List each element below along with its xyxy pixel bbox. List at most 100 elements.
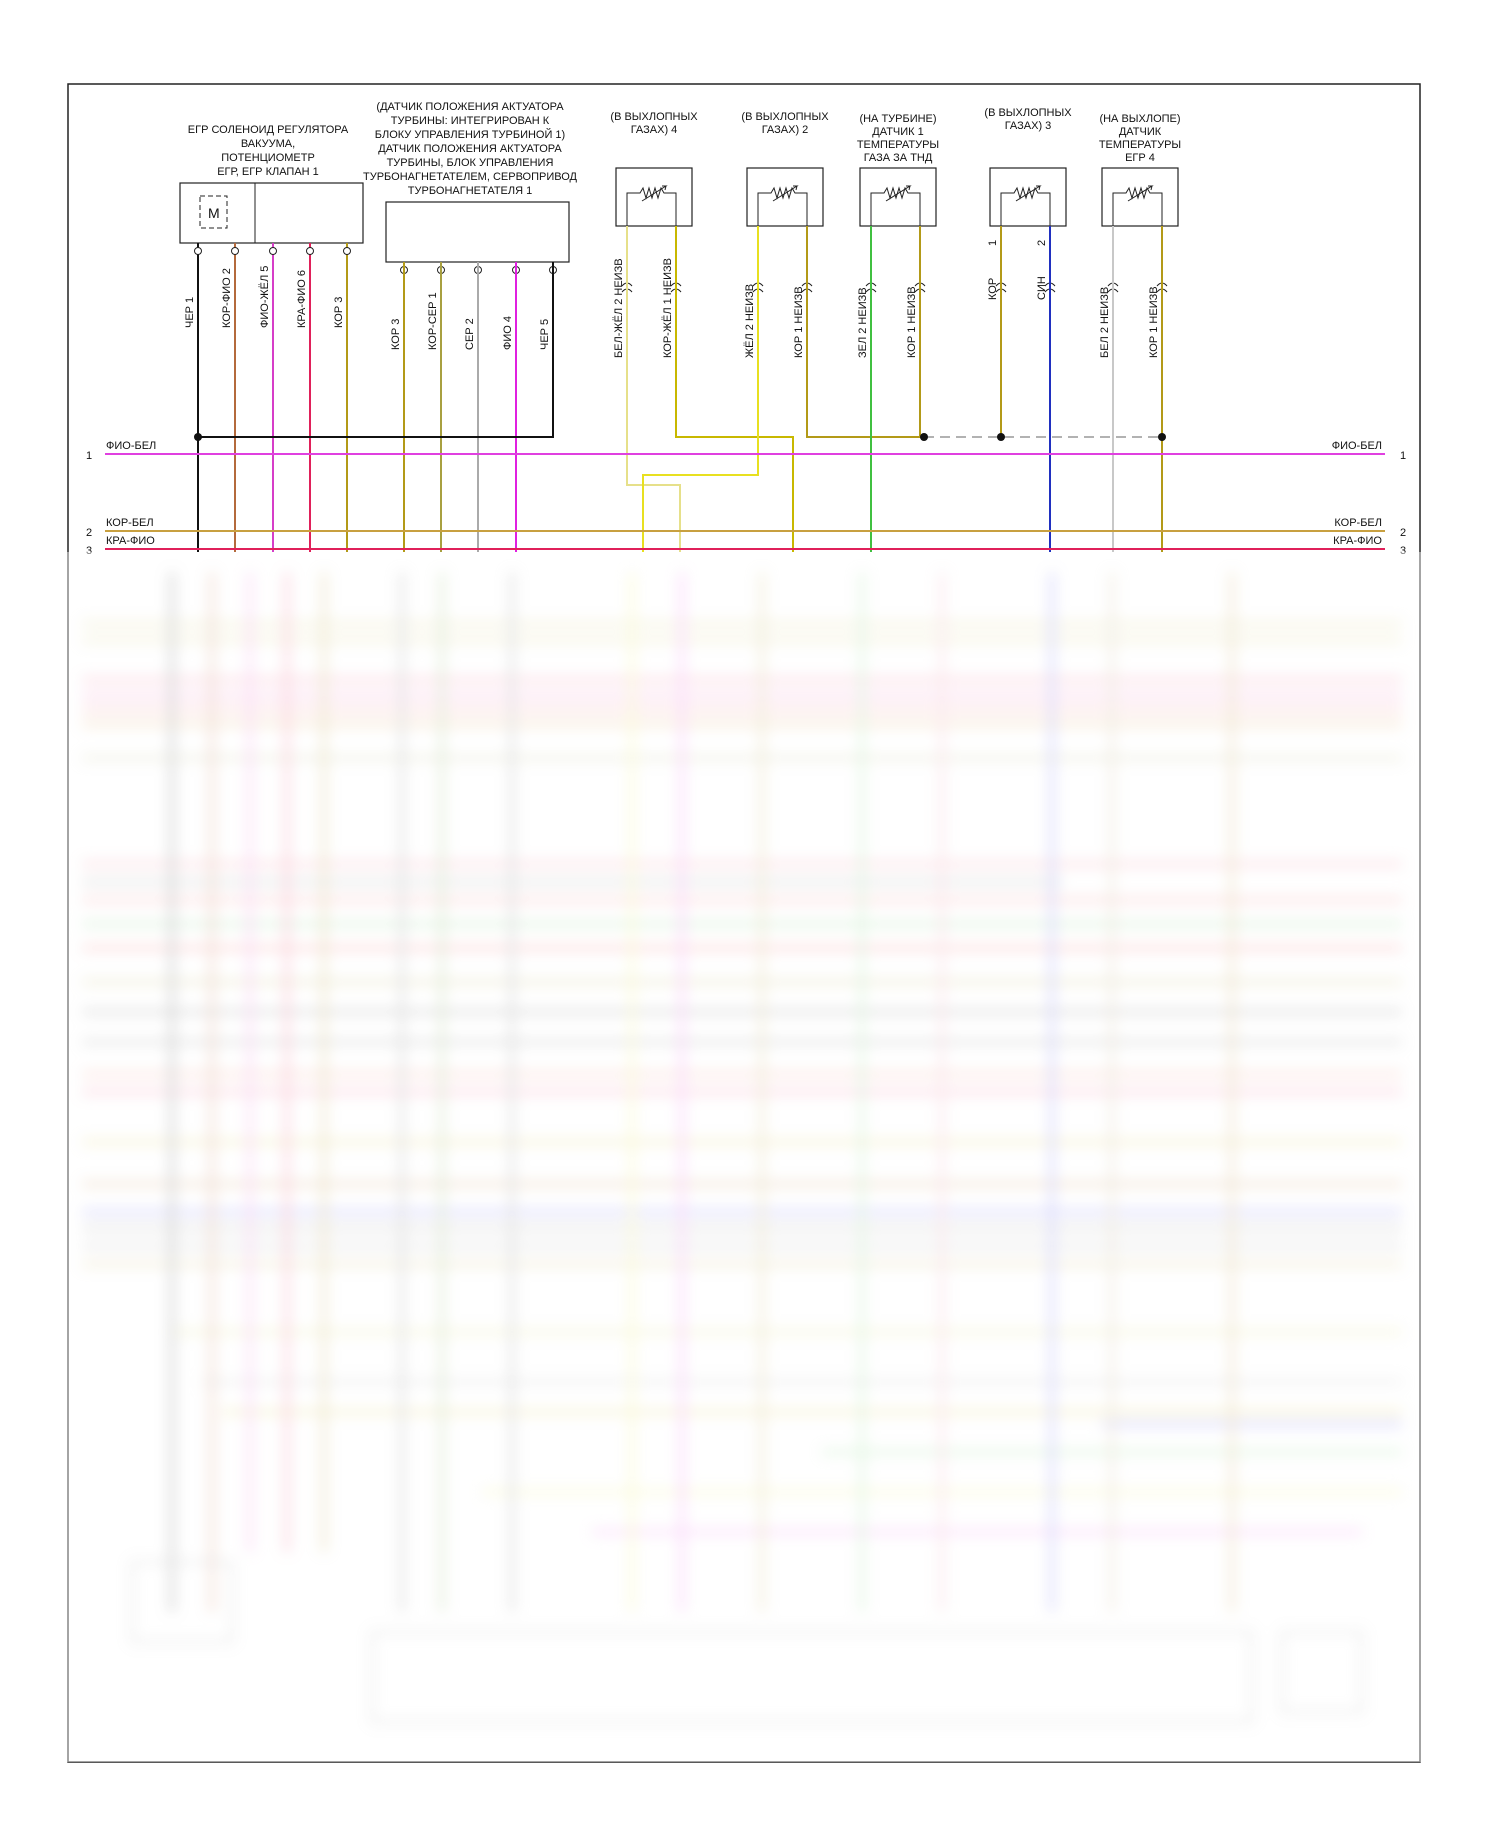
thermistor-icon (870, 186, 921, 226)
motor-icon (199, 195, 228, 229)
turbo-title-line-5: ТУРБИНЫ, БЛОК УПРАВЛЕНИЯ (387, 157, 554, 169)
sensor-5-box (1101, 167, 1179, 227)
sensor-1-title-line-2: ГАЗАХ) 4 (631, 124, 678, 136)
egr-pin-terminal (269, 247, 277, 255)
thermistor-arrow-icon (1015, 185, 1042, 202)
egr-pin-label-2: КОР-ФИО 2 (221, 268, 233, 328)
egr-title-line-3: ПОТЕНЦИОМЕТР (221, 152, 315, 164)
turbo-title-line-7: ТУРБОНАГНЕТАТЕЛЯ 1 (408, 185, 532, 197)
turbo-pin-label-3: СЕР 2 (464, 318, 476, 350)
sensor-2-pin-label-2: КОР 1 НЕИЗВ (793, 286, 805, 358)
thermistor-arrow-icon (885, 185, 912, 202)
thermistor-icon (1000, 186, 1051, 226)
sensor4-wire-1 (675, 226, 794, 552)
sensor2-wire-2 (642, 226, 759, 552)
bus-label-left-2: КОР-БЕЛ (106, 517, 154, 529)
bus-num-right-1: 1 (1400, 450, 1406, 462)
wire-layer (194, 226, 1166, 552)
sensor-3-title-line-2: ДАТЧИК 1 (872, 126, 923, 138)
turbo-title-line-6: ТУРБОНАГНЕТАТЕЛЕМ, СЕРВОПРИВОД (363, 171, 578, 183)
sensor-5-pin-label-1: БЕЛ 2 НЕИЗВ (1099, 287, 1111, 358)
sensor-4-pin-num-2: 2 (1036, 240, 1048, 246)
sensor-1-title-line-1: (В ВЫХЛОПНЫХ (610, 111, 698, 123)
sensor-5-title-line-2: ДАТЧИК (1119, 126, 1162, 138)
sensor-3-title-line-3: ТЕМПЕРАТУРЫ (857, 139, 939, 151)
thermistor-icon (757, 186, 808, 226)
sensor-junction-1 (920, 433, 928, 441)
blurred-lower-section (62, 552, 1422, 1762)
bus-label-left-1: ФИО-БЕЛ (106, 440, 156, 452)
thermistor-icon (626, 186, 677, 226)
turbo-box (385, 201, 570, 263)
thermistor-arrow-icon (641, 185, 668, 202)
turbo-title-line-1: (ДАТЧИК ПОЛОЖЕНИЯ АКТУАТОРА (376, 101, 564, 113)
sensor-1-pin-label-2: КОР-ЖЁЛ 1 НЕИЗВ (662, 258, 674, 358)
sensor-4-title-line-2: ГАЗАХ) 3 (1005, 120, 1052, 132)
sensor-3-pin-label-1: ЗЕЛ 2 НЕИЗВ (857, 287, 869, 358)
sensor-3-title-line-4: ГАЗА ЗА ТНД (864, 152, 933, 164)
turbo-pin-label-5: ЧЕР 5 (539, 319, 551, 350)
sensor-4-box (989, 167, 1067, 227)
motor-symbol: M (208, 205, 220, 221)
bus-num-right-2: 2 (1400, 527, 1406, 539)
sensor2-wire-1 (806, 226, 924, 438)
turbo-pin-label-2: КОР-СЕР 1 (427, 292, 439, 350)
turbo-pin-label-4: ФИО 4 (502, 316, 514, 350)
sensor-4-pin-label-1: КОР (987, 278, 999, 300)
turbo-title-line-2: ТУРБИНЫ: ИНТЕГРИРОВАН К (391, 115, 550, 127)
sensor-3-title-line-1: (НА ТУРБИНЕ) (859, 113, 936, 125)
sensor-1-pin-label-1: БЕЛ-ЖЁЛ 2 НЕИЗВ (613, 258, 625, 358)
bus-num-left-2: 2 (86, 527, 92, 539)
sensor-2-title-line-2: ГАЗАХ) 2 (762, 124, 809, 136)
bus-num-right-3: 3 (1400, 545, 1406, 557)
thermistor-icon (1112, 186, 1163, 226)
turbo-title-line-3: БЛОКУ УПРАВЛЕНИЯ ТУРБИНОЙ 1) (375, 128, 565, 141)
bus-num-left-3: 3 (86, 545, 92, 557)
egr-pin-label-1: ЧЕР 1 (184, 297, 196, 328)
egr-pin-terminal (306, 247, 314, 255)
thermistor-arrow-icon (772, 185, 799, 202)
egr-component: ЕГР СОЛЕНОИД РЕГУЛЯТОРА ВАКУУМА, ПОТЕНЦИ… (179, 124, 364, 244)
diagram-frame (67, 83, 1421, 1763)
egr-pin-terminal (343, 247, 351, 255)
turbo-title-line-4: ДАТЧИК ПОЛОЖЕНИЯ АКТУАТОРА (378, 143, 562, 155)
sensor-junction-3 (1158, 433, 1166, 441)
blur-overlay (62, 552, 1422, 1762)
bus-label-right-3: КРА-ФИО (1333, 535, 1382, 547)
bus-num-left-1: 1 (86, 450, 92, 462)
sensor-5-pin-label-2: КОР 1 НЕИЗВ (1148, 286, 1160, 358)
sensor-5-title-line-3: ТЕМПЕРАТУРЫ (1099, 139, 1181, 151)
sensor4-wire-2 (626, 226, 681, 552)
egr-title-line-1: ЕГР СОЛЕНОИД РЕГУЛЯТОРА (188, 124, 349, 136)
sensor-5-title-line-4: ЕГР 4 (1125, 152, 1155, 164)
egr-pin-label-5: КОР 3 (333, 297, 345, 328)
egr-pin-label-4: КРА-ФИО 6 (296, 270, 308, 328)
sensor-4-pin-label-2: СИН (1036, 276, 1048, 300)
egr-pin-terminal (194, 247, 202, 255)
bus-label-right-2: КОР-БЕЛ (1334, 517, 1382, 529)
sensor-2-box (746, 167, 824, 227)
ground-junction (194, 433, 202, 441)
thermistor-arrow-icon (1127, 185, 1154, 202)
egr-pin-terminal (231, 247, 239, 255)
sensor-5-title-line-1: (НА ВЫХЛОПЕ) (1099, 113, 1180, 125)
pin-label-layer: ЧЕР 1 КОР-ФИО 2 ФИО-ЖЁЛ 5 КРА-ФИО 6 КОР 3 КОР… (184, 240, 1160, 358)
egr-title-line-2: ВАКУУМА, (241, 138, 295, 150)
egr-pin-label-3: ФИО-ЖЁЛ 5 (259, 266, 271, 328)
sensor-junction-2 (997, 433, 1005, 441)
sensor-3-box (859, 167, 937, 227)
bus-layer: 1 1 ФИО-БЕЛ ФИО-БЕЛ 2 2 КОР-БЕЛ КОР-БЕЛ 3 3 КРА-ФИ… (86, 440, 1406, 557)
turbo-component: (ДАТЧИК ПОЛОЖЕНИЯ АКТУАТОРА ТУРБИНЫ: ИНТ… (363, 101, 578, 263)
turbo-pin-label-1: КОР 3 (390, 319, 402, 350)
sensor-2-title-line-1: (В ВЫХЛОПНЫХ (741, 111, 829, 123)
sensor-3-pin-label-2: КОР 1 НЕИЗВ (906, 286, 918, 358)
sensor-4-pin-num-1: 1 (987, 240, 999, 246)
sensor-2-pin-label-1: ЖЁЛ 2 НЕИЗВ (744, 284, 756, 358)
